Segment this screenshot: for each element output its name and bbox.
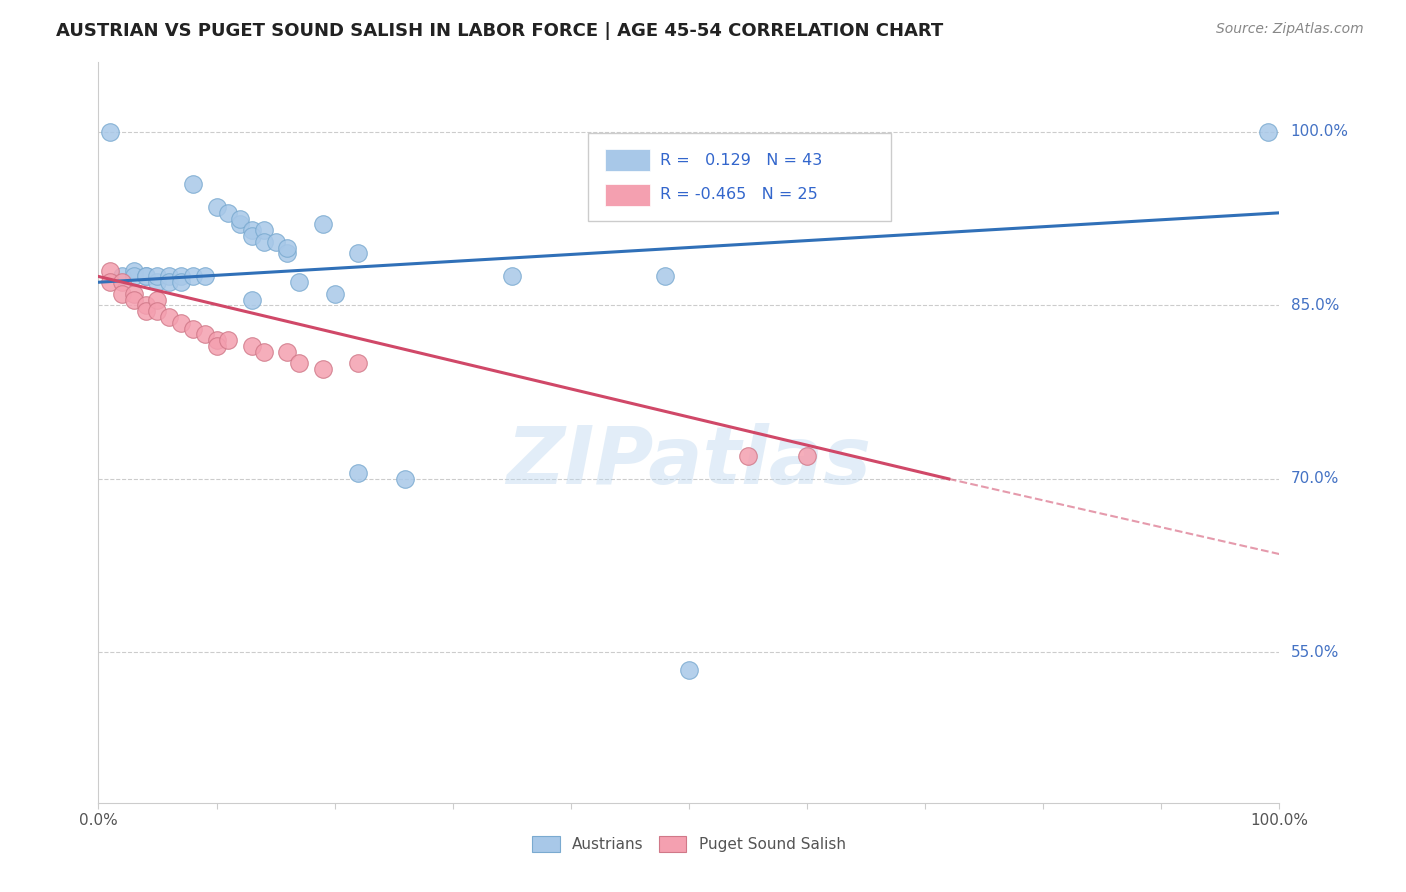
Point xyxy=(253,223,276,237)
Point xyxy=(122,293,145,307)
Point xyxy=(181,177,204,191)
Point xyxy=(240,293,263,307)
Point xyxy=(135,304,157,318)
Point xyxy=(111,286,134,301)
Point xyxy=(501,269,523,284)
Point xyxy=(347,356,370,370)
Point xyxy=(288,356,311,370)
Point xyxy=(111,269,134,284)
Point xyxy=(796,449,818,463)
Text: 70.0%: 70.0% xyxy=(1291,471,1339,486)
Legend: Austrians, Puget Sound Salish: Austrians, Puget Sound Salish xyxy=(526,830,852,858)
Point xyxy=(240,229,263,244)
Point xyxy=(217,206,239,220)
Point xyxy=(135,269,157,284)
Point xyxy=(122,269,145,284)
Point xyxy=(170,269,193,284)
Point xyxy=(170,275,193,289)
Text: 100.0%: 100.0% xyxy=(1291,124,1348,139)
Point xyxy=(737,449,759,463)
Point xyxy=(181,269,204,284)
Point xyxy=(122,263,145,277)
Point xyxy=(170,316,193,330)
Point xyxy=(98,125,121,139)
Point xyxy=(323,286,346,301)
Point xyxy=(312,362,335,376)
Text: Source: ZipAtlas.com: Source: ZipAtlas.com xyxy=(1216,22,1364,37)
Point xyxy=(276,246,298,260)
Text: R = -0.465   N = 25: R = -0.465 N = 25 xyxy=(659,187,818,202)
Point xyxy=(146,293,169,307)
Point xyxy=(157,310,180,324)
Point xyxy=(181,321,204,335)
Point xyxy=(146,269,169,284)
Text: 55.0%: 55.0% xyxy=(1291,645,1339,660)
Point xyxy=(240,339,263,353)
Point xyxy=(264,235,287,249)
Point xyxy=(276,240,298,254)
Point xyxy=(229,218,252,232)
Point xyxy=(157,275,180,289)
Point xyxy=(98,263,121,277)
Text: 85.0%: 85.0% xyxy=(1291,298,1339,313)
Point xyxy=(312,218,335,232)
Point xyxy=(347,246,370,260)
Point xyxy=(194,269,217,284)
Point xyxy=(205,333,228,347)
Point xyxy=(288,275,311,289)
Point xyxy=(194,327,217,342)
Point xyxy=(678,663,700,677)
Text: AUSTRIAN VS PUGET SOUND SALISH IN LABOR FORCE | AGE 45-54 CORRELATION CHART: AUSTRIAN VS PUGET SOUND SALISH IN LABOR … xyxy=(56,22,943,40)
Point xyxy=(146,304,169,318)
Point xyxy=(122,286,145,301)
Text: ZIPatlas: ZIPatlas xyxy=(506,423,872,501)
Point xyxy=(205,200,228,214)
Point xyxy=(146,275,169,289)
Point xyxy=(240,223,263,237)
Point xyxy=(157,269,180,284)
Point xyxy=(135,269,157,284)
Point xyxy=(654,269,676,284)
Point xyxy=(229,211,252,226)
Point xyxy=(205,339,228,353)
Point xyxy=(347,466,370,480)
Point xyxy=(98,275,121,289)
Point xyxy=(253,235,276,249)
Point xyxy=(1257,125,1279,139)
Point xyxy=(111,275,134,289)
Point xyxy=(217,333,239,347)
Point xyxy=(276,344,298,359)
Text: R =   0.129   N = 43: R = 0.129 N = 43 xyxy=(659,153,823,168)
Point xyxy=(135,298,157,312)
Point xyxy=(253,344,276,359)
Point xyxy=(394,472,416,486)
